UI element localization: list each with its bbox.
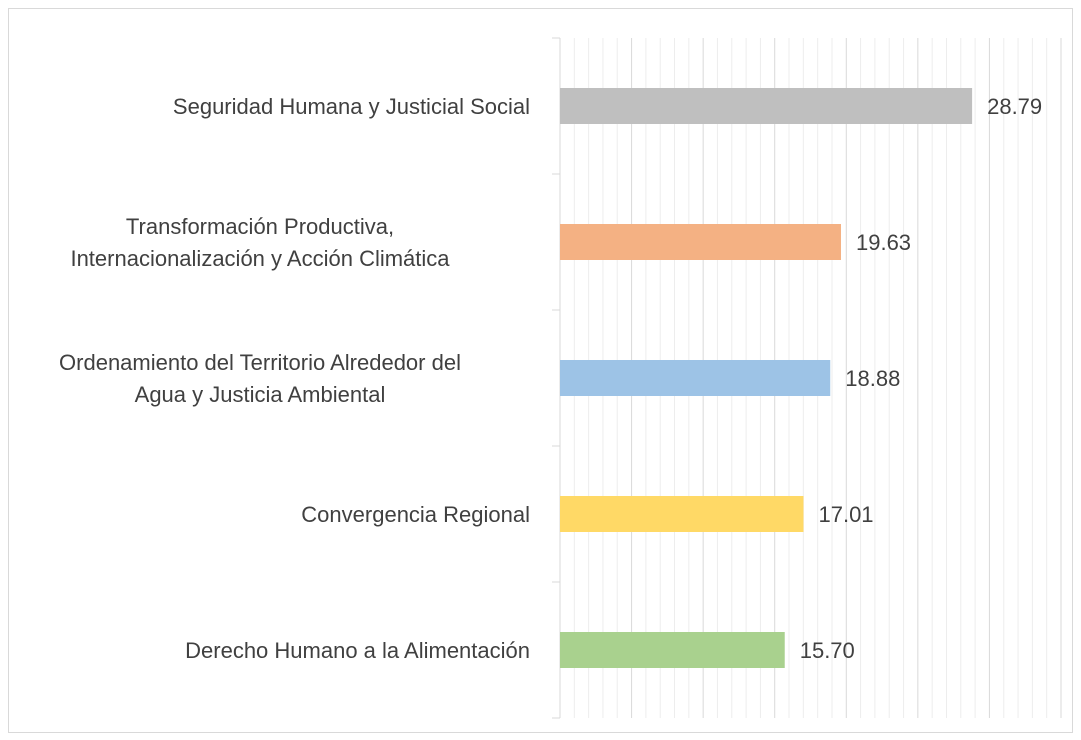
bar <box>560 88 973 124</box>
value-label: 28.79 <box>987 94 1042 119</box>
value-label: 18.88 <box>845 366 900 391</box>
value-label: 15.70 <box>800 638 855 663</box>
category-label: Convergencia Regional <box>301 502 530 527</box>
bar <box>560 224 841 260</box>
bar <box>560 632 785 668</box>
chart-border <box>8 8 1073 733</box>
category-label: Transformación Productiva, Internacional… <box>70 214 450 271</box>
value-label: 17.01 <box>818 502 873 527</box>
bar <box>560 496 804 532</box>
bar <box>560 360 831 396</box>
category-label: Ordenamiento del Territorio Alrededor de… <box>59 350 461 407</box>
category-label: Seguridad Humana y Justicial Social <box>172 94 530 119</box>
category-label: Derecho Humano a la Alimentación <box>185 638 530 663</box>
value-label: 19.63 <box>856 230 911 255</box>
